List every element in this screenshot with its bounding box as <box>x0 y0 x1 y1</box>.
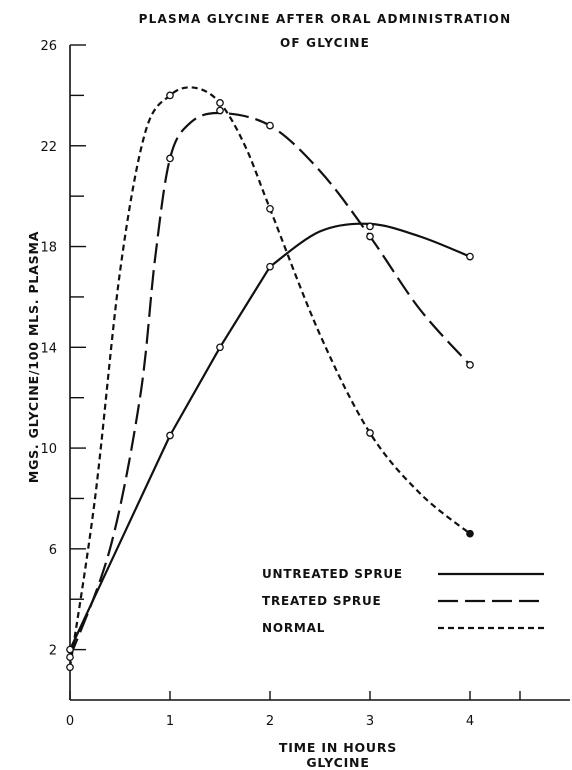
axes <box>69 45 570 701</box>
y-tick-label: 14 <box>40 341 57 356</box>
marker-layer <box>66 91 474 672</box>
chart-title-line-1: PLASMA GLYCINE AFTER ORAL ADMINISTRATION <box>139 12 512 26</box>
data-point <box>166 154 174 163</box>
y-tick-label: 18 <box>40 241 57 256</box>
y-tick-label: 22 <box>40 140 57 155</box>
data-point <box>166 91 174 100</box>
data-point <box>66 653 74 662</box>
y-tick-label: 26 <box>40 39 57 54</box>
data-point <box>66 645 74 654</box>
data-point <box>466 361 474 369</box>
x-tick-label: 3 <box>366 714 374 729</box>
legend-label: TREATED SPRUE <box>262 594 382 608</box>
data-point <box>266 121 274 130</box>
series-line-normal <box>68 86 471 668</box>
y-tick-label: 10 <box>40 442 57 457</box>
y-tick-label: 6 <box>49 543 57 558</box>
data-point <box>366 232 374 241</box>
data-point <box>366 429 374 437</box>
legend: UNTREATED SPRUE TREATED SPRUE NORMAL <box>262 567 544 635</box>
x-tick-label: 4 <box>466 714 474 729</box>
data-point <box>266 262 274 271</box>
data-point <box>66 663 74 672</box>
x-axis-subtitle: GLYCINE <box>306 755 369 770</box>
x-axis-title: TIME IN HOURS <box>279 740 397 755</box>
data-point <box>466 529 474 538</box>
series-line-untreated-sprue <box>69 222 471 651</box>
data-point <box>266 204 274 213</box>
data-point <box>216 343 224 352</box>
data-point <box>216 99 224 107</box>
legend-label: UNTREATED SPRUE <box>262 567 403 581</box>
y-axis-title: MGS. GLYCINE/100 MLS. PLASMA <box>26 231 41 483</box>
x-tick-label: 2 <box>266 714 274 729</box>
x-tick-label: 0 <box>66 714 74 729</box>
legend-label: NORMAL <box>262 621 325 635</box>
data-point <box>366 222 374 231</box>
data-point <box>166 431 174 440</box>
data-point <box>466 252 474 261</box>
x-tick-label: 1 <box>166 714 174 729</box>
y-tick-label: 2 <box>49 644 57 659</box>
chart-title-line-2: OF GLYCINE <box>280 36 370 50</box>
data-point <box>216 106 224 115</box>
x-axis-ticks: 0 1 2 3 4 <box>66 691 521 729</box>
